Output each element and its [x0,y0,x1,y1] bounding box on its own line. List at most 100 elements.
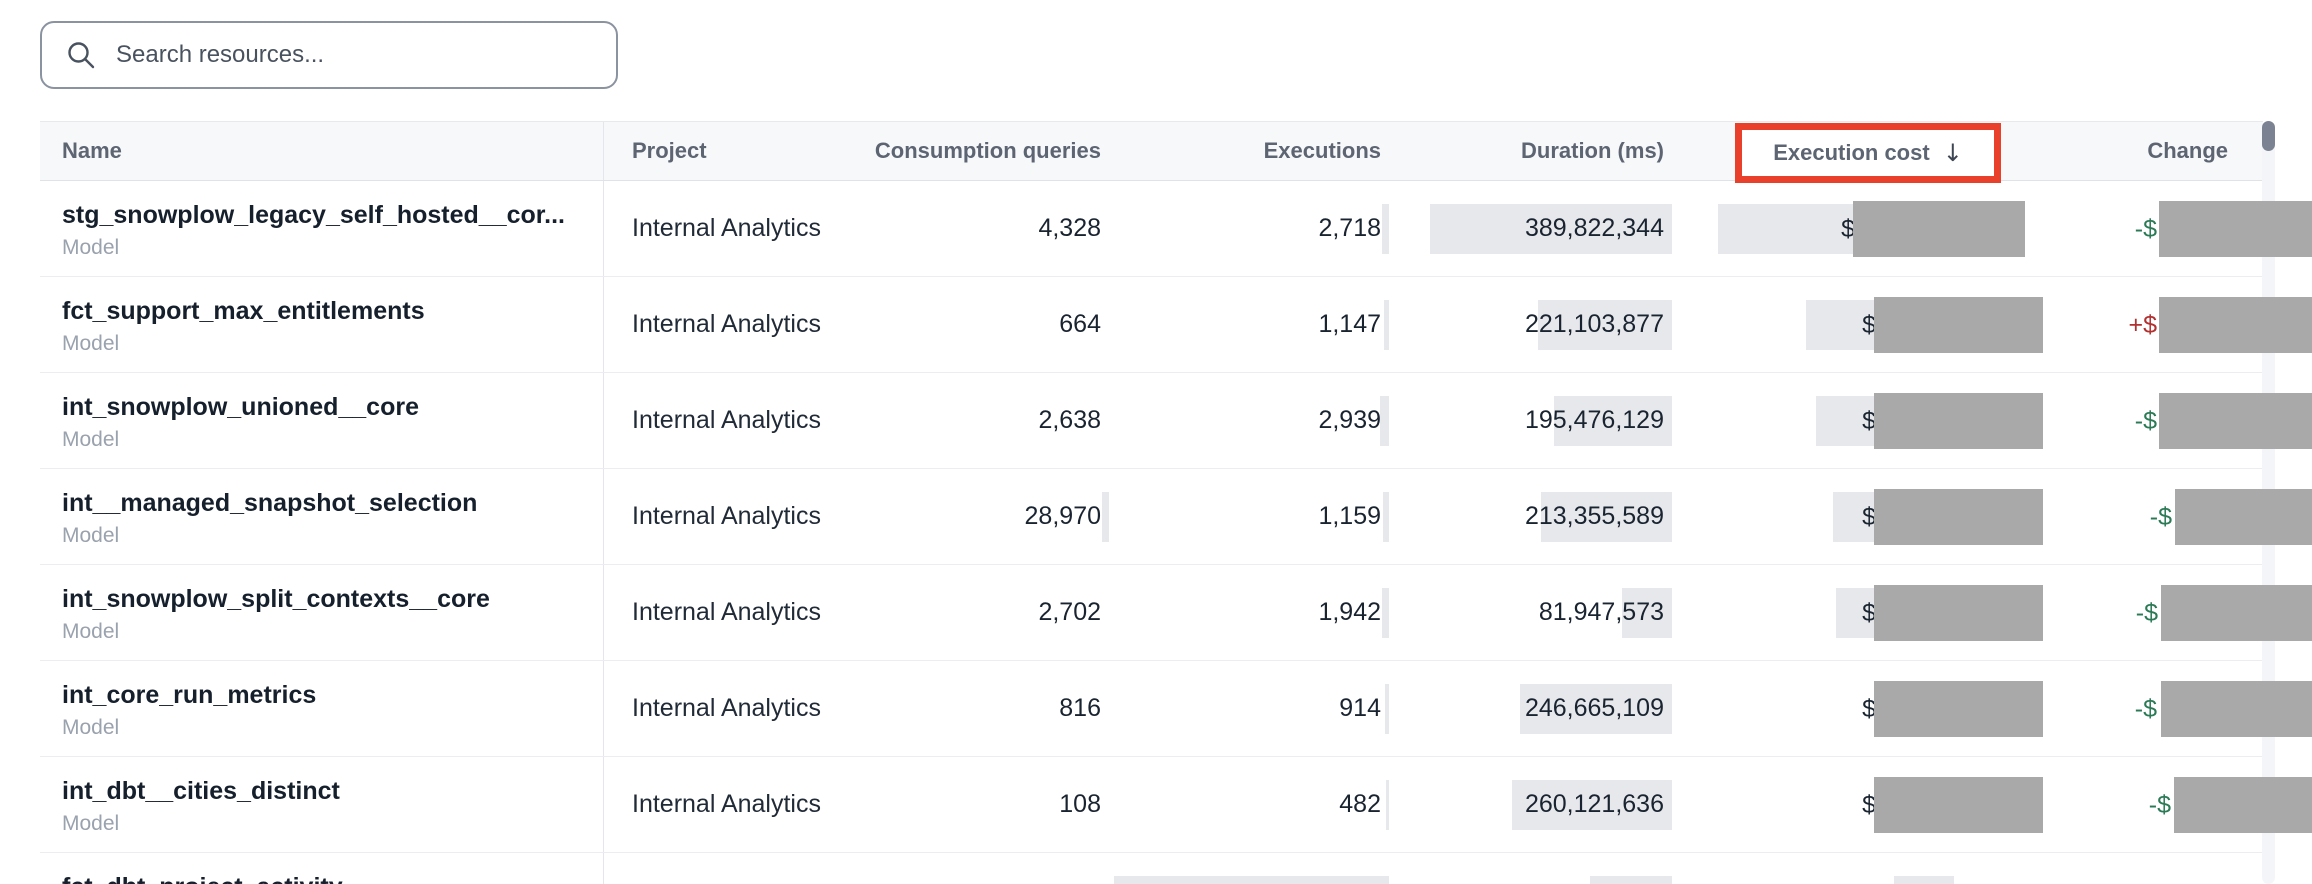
resource-name[interactable]: int_dbt__cities_distinct [62,777,340,805]
executions-cell: 1,147 [1109,277,1389,372]
resource-type-label: Model [62,332,120,355]
column-header-name[interactable]: Name [40,122,604,180]
resource-name[interactable]: fct_support_max_entitlements [62,297,425,325]
consumption-value: 2,702 [1038,598,1101,626]
consumption-value: 4,328 [1038,214,1101,242]
change-redaction-box [2159,297,2312,353]
execution-cost-cell [1672,853,2010,884]
change-redaction-box [2159,393,2312,449]
project-cell: Internal Analytics [604,661,880,756]
change-redaction-box [2161,681,2312,737]
resource-name-cell[interactable]: int_core_run_metrics Model [40,661,604,756]
executions-value-bar [1383,492,1389,542]
column-header-project[interactable]: Project [632,138,707,163]
table-row[interactable]: fct_dbt_project_activity [40,853,2263,884]
table-row[interactable]: stg_snowplow_legacy_self_hosted__cor... … [40,181,2312,277]
cost-redaction-box [1853,201,2025,257]
table-row[interactable]: fct_support_max_entitlements Model Inter… [40,277,2312,373]
resource-name-cell[interactable]: int__managed_snapshot_selection Model [40,469,604,564]
resource-name[interactable]: int_snowplow_split_contexts__core [62,585,490,613]
table-row[interactable]: int_snowplow_split_contexts__core Model … [40,565,2312,661]
project-name: Internal Analytics [632,502,821,530]
cost-currency-prefix: $ [1862,406,1876,435]
resource-name-cell[interactable]: stg_snowplow_legacy_self_hosted__cor... … [40,181,604,276]
resource-name-cell[interactable]: fct_dbt_project_activity [40,853,604,884]
cost-currency-prefix: $ [1862,790,1876,819]
resource-type-label: Model [62,620,120,643]
resource-name[interactable]: int_snowplow_unioned__core [62,393,419,421]
cost-currency-prefix: $ [1862,502,1876,531]
consumption-queries-cell: 664 [880,277,1109,372]
project-cell: Internal Analytics [604,469,880,564]
project-cell: Internal Analytics [604,757,880,852]
resource-name[interactable]: stg_snowplow_legacy_self_hosted__cor... [62,201,565,229]
column-header-change[interactable]: Change [2147,138,2228,163]
duration-value-bar [1541,492,1672,542]
table-row[interactable]: int_dbt__cities_distinct Model Internal … [40,757,2312,853]
consumption-queries-cell: 4,328 [880,181,1109,276]
resource-type-label: Model [62,524,120,547]
cost-value-bar [1894,876,1954,884]
executions-cell: 1,159 [1109,469,1389,564]
resource-name-cell[interactable]: int_snowplow_split_contexts__core Model [40,565,604,660]
consumption-queries-cell [880,853,1109,884]
resource-name[interactable]: fct_dbt_project_activity [40,853,603,884]
executions-value-bar [1382,588,1389,638]
project-cell: Internal Analytics [604,277,880,372]
duration-cell: 213,355,589 [1389,469,1672,564]
change-sign-prefix: -$ [2135,598,2158,627]
duration-value-bar [1590,876,1672,884]
duration-cell: 81,947,573 [1389,565,1672,660]
change-redaction-box [2161,585,2312,641]
duration-value: 195,476,129 [1524,406,1664,434]
duration-value: 213,355,589 [1524,502,1664,530]
executions-cell: 914 [1109,661,1389,756]
resource-name-cell[interactable]: int_snowplow_unioned__core Model [40,373,604,468]
column-header-duration-ms[interactable]: Duration (ms) [1521,138,1664,163]
resource-name-cell[interactable]: int_dbt__cities_distinct Model [40,757,604,852]
table-body: stg_snowplow_legacy_self_hosted__cor... … [40,181,2312,884]
resource-type-label: Model [62,428,120,451]
cost-currency-prefix: $ [1841,214,1855,243]
duration-value: 81,947,573 [1538,598,1664,626]
project-name: Internal Analytics [632,790,821,818]
executions-value: 1,942 [1318,598,1381,626]
project-name: Internal Analytics [632,694,821,722]
execution-cost-highlight-box: Execution cost ↓ [1735,123,2001,183]
project-cell [604,853,880,884]
execution-cost-header-label: Execution cost [1773,140,1930,165]
column-header-executions[interactable]: Executions [1263,138,1381,163]
cost-currency-prefix: $ [1862,694,1876,723]
cost-redaction-box [1874,777,2043,833]
executions-value-bar [1386,780,1389,830]
project-name: Internal Analytics [632,598,821,626]
duration-value: 260,121,636 [1524,790,1664,818]
table-row[interactable]: int_core_run_metrics Model Internal Anal… [40,661,2312,757]
column-header-consumption-queries[interactable]: Consumption queries [874,138,1101,163]
executions-value-bar [1384,300,1389,350]
resource-type-label: Model [62,812,120,835]
consumption-value: 816 [1059,694,1101,722]
executions-value: 2,939 [1318,406,1381,434]
resource-type-label: Model [62,236,120,259]
consumption-queries-cell: 2,638 [880,373,1109,468]
resource-name[interactable]: int_core_run_metrics [62,681,317,709]
resource-name[interactable]: int__managed_snapshot_selection [62,489,478,517]
executions-cell: 2,718 [1109,181,1389,276]
resource-name-cell[interactable]: fct_support_max_entitlements Model [40,277,604,372]
duration-value: 221,103,877 [1524,310,1664,338]
change-sign-prefix: -$ [2134,214,2157,243]
executions-value: 1,159 [1318,502,1381,530]
executions-cell: 2,939 [1109,373,1389,468]
table-row[interactable]: int_snowplow_unioned__core Model Interna… [40,373,2312,469]
project-cell: Internal Analytics [604,373,880,468]
executions-value: 1,147 [1318,310,1381,338]
change-redaction-box [2175,489,2312,545]
search-input[interactable] [114,40,588,70]
consumption-value: 664 [1059,310,1101,338]
search-box[interactable] [40,21,618,89]
duration-cell [1389,853,1672,884]
table-row[interactable]: int__managed_snapshot_selection Model In… [40,469,2312,565]
vertical-scrollbar-thumb[interactable] [2262,121,2275,151]
executions-value-bar [1385,684,1389,734]
